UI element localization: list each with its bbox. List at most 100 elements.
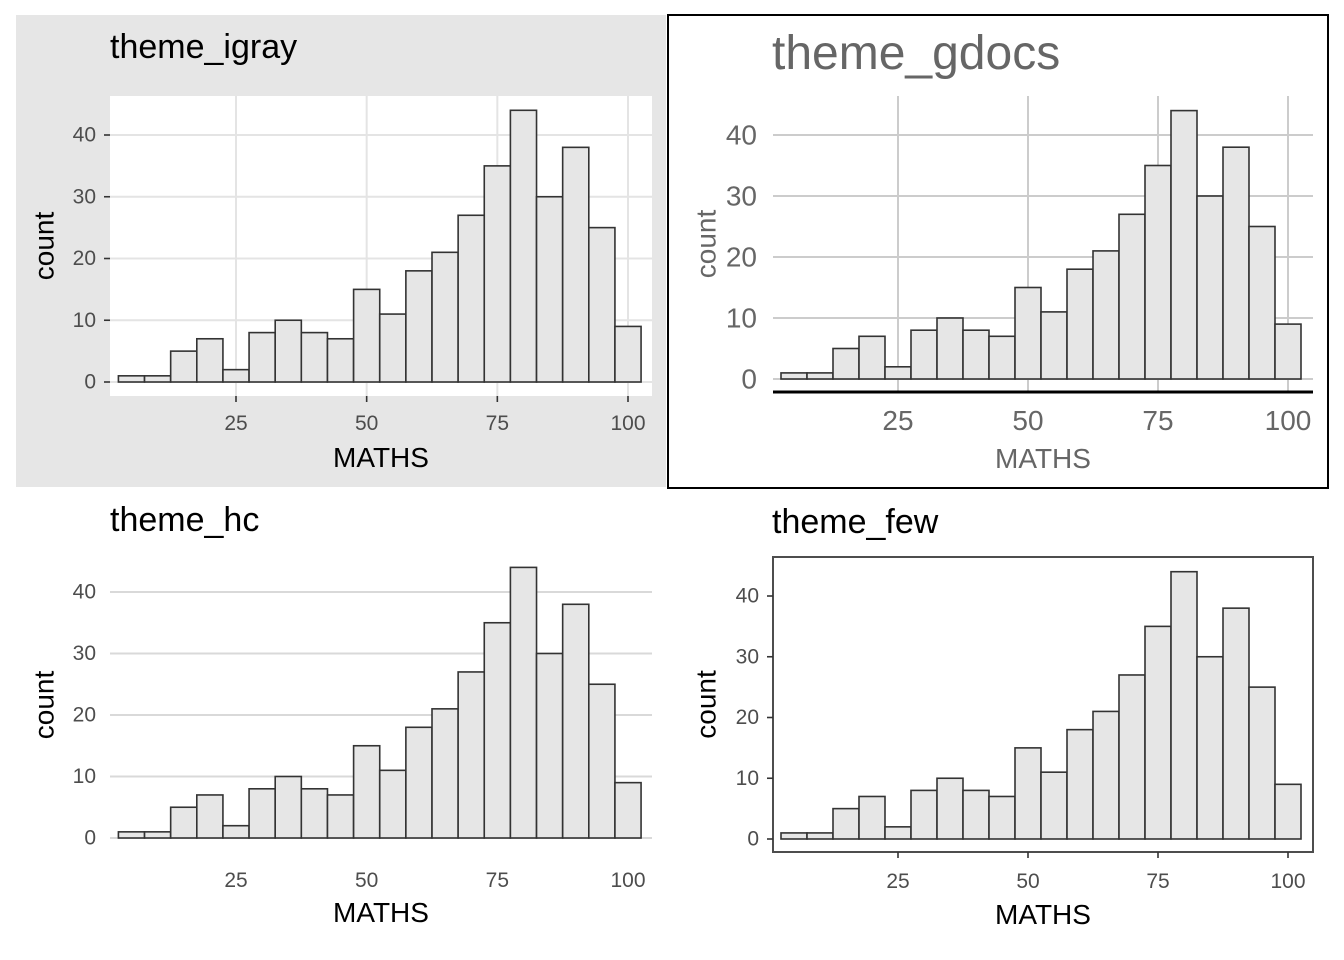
y-tick-label: 40 bbox=[736, 585, 759, 608]
histogram-bar bbox=[248, 331, 276, 383]
x-tick-label: 50 bbox=[355, 869, 378, 892]
histogram-bar bbox=[405, 270, 433, 383]
y-tick-label: 0 bbox=[741, 364, 757, 395]
histogram-bar bbox=[614, 781, 642, 839]
histogram-bar bbox=[780, 832, 808, 840]
y-tick-label: 20 bbox=[736, 706, 759, 729]
histogram-bar bbox=[1248, 686, 1276, 840]
x-axis-label: MATHS bbox=[995, 443, 1091, 474]
histogram-bar bbox=[1066, 728, 1094, 840]
chart-title: theme_gdocs bbox=[772, 27, 1060, 80]
x-tick-label: 100 bbox=[1265, 405, 1312, 436]
histogram-bar bbox=[1196, 195, 1224, 380]
x-tick-label: 50 bbox=[355, 412, 378, 435]
y-axis-label: count bbox=[29, 212, 60, 281]
y-tick-label: 0 bbox=[747, 828, 759, 851]
histogram-bar bbox=[1092, 250, 1120, 380]
histogram-bar bbox=[587, 683, 616, 839]
chart-hc: 0 10 20 30 40 25 50 75 100 MATHS count theme_hc bbox=[29, 501, 652, 928]
histogram-bar bbox=[1248, 225, 1276, 380]
histogram-bar bbox=[405, 726, 433, 839]
x-tick-label: 25 bbox=[224, 869, 247, 892]
histogram-bar bbox=[858, 335, 886, 380]
chart-title: theme_hc bbox=[110, 501, 259, 539]
histogram-bar bbox=[806, 832, 834, 840]
histogram-bar bbox=[936, 777, 964, 840]
histogram-bar bbox=[117, 831, 146, 839]
histogram-bar bbox=[936, 317, 964, 380]
x-tick-label: 75 bbox=[486, 412, 509, 435]
histogram-bar bbox=[806, 372, 834, 380]
x-tick-label: 75 bbox=[1146, 870, 1169, 893]
histogram-bar bbox=[483, 165, 512, 383]
y-tick-label: 10 bbox=[73, 309, 96, 332]
histogram-bar bbox=[196, 337, 224, 383]
histogram-bar bbox=[1196, 655, 1224, 840]
chart-title: theme_few bbox=[772, 503, 939, 541]
histogram-bar bbox=[274, 319, 303, 383]
x-tick-label: 100 bbox=[610, 869, 645, 892]
histogram-bar bbox=[352, 288, 381, 383]
chart-igray: 0 10 20 30 40 25 50 75 100 MATHS count theme_igray bbox=[16, 15, 666, 487]
histogram-bar bbox=[1144, 164, 1172, 380]
chart-gdocs: 0 10 20 30 40 25 50 75 100 MATHS count theme_gdocs bbox=[667, 14, 1329, 489]
histogram-bar bbox=[1222, 146, 1250, 380]
histogram-bar bbox=[1222, 607, 1250, 840]
x-axis-label: MATHS bbox=[995, 899, 1091, 930]
y-axis-label: count bbox=[691, 210, 722, 279]
x-tick-label: 100 bbox=[610, 412, 645, 435]
histogram-bar bbox=[169, 806, 198, 839]
x-tick-label: 25 bbox=[886, 870, 909, 893]
y-tick-label: 0 bbox=[84, 827, 96, 850]
x-tick-label: 100 bbox=[1270, 870, 1305, 893]
histogram-bar bbox=[457, 214, 486, 383]
histogram-bar bbox=[509, 109, 538, 383]
histogram-bar bbox=[143, 375, 172, 383]
histogram-bar bbox=[780, 372, 808, 380]
y-axis-label: count bbox=[691, 670, 722, 739]
histogram-bar bbox=[378, 313, 407, 383]
y-tick-label: 20 bbox=[73, 704, 96, 727]
histogram-bar bbox=[457, 671, 486, 839]
histogram-bar bbox=[587, 226, 616, 383]
histogram-bar bbox=[561, 603, 590, 839]
chart-few: 0 10 20 30 40 25 50 75 100 MATHS count theme_few bbox=[691, 503, 1314, 930]
histogram-bar bbox=[352, 744, 381, 839]
histogram-bar bbox=[1040, 311, 1068, 380]
panel-border bbox=[772, 556, 1314, 853]
y-tick-label: 20 bbox=[726, 242, 757, 273]
histogram-bar bbox=[196, 794, 224, 839]
histogram-bar bbox=[1014, 286, 1042, 380]
histogram-bar bbox=[143, 831, 172, 839]
chart-title: theme_igray bbox=[110, 28, 297, 66]
histogram-bar bbox=[431, 708, 459, 839]
histogram-bar bbox=[1144, 625, 1172, 840]
histogram-bar bbox=[1170, 109, 1198, 380]
x-tick-label: 25 bbox=[882, 405, 913, 436]
histogram-bar bbox=[910, 789, 938, 840]
histogram-bar bbox=[1040, 771, 1068, 840]
x-axis-label: MATHS bbox=[333, 442, 429, 473]
histogram-bar bbox=[832, 807, 860, 840]
y-tick-label: 40 bbox=[726, 120, 757, 151]
histogram-bar bbox=[1274, 323, 1302, 380]
histogram-bar bbox=[561, 146, 590, 383]
histogram-bar bbox=[832, 347, 860, 380]
histogram-bar bbox=[1118, 674, 1146, 840]
histogram-bar bbox=[274, 775, 303, 839]
histogram-bar bbox=[858, 795, 886, 840]
x-tick-label: 50 bbox=[1012, 405, 1043, 436]
y-tick-label: 10 bbox=[73, 765, 96, 788]
x-tick-label: 50 bbox=[1016, 870, 1039, 893]
histogram-bar bbox=[222, 824, 250, 839]
histogram-bar bbox=[988, 795, 1016, 840]
x-tick-label: 25 bbox=[224, 412, 247, 435]
y-axis-label: count bbox=[29, 671, 60, 740]
y-tick-label: 10 bbox=[726, 303, 757, 334]
histogram-bar bbox=[962, 789, 990, 840]
histogram-bar bbox=[169, 350, 198, 383]
histogram-bar bbox=[378, 769, 407, 839]
histogram-bar bbox=[535, 195, 564, 383]
histogram-bar bbox=[483, 621, 512, 839]
